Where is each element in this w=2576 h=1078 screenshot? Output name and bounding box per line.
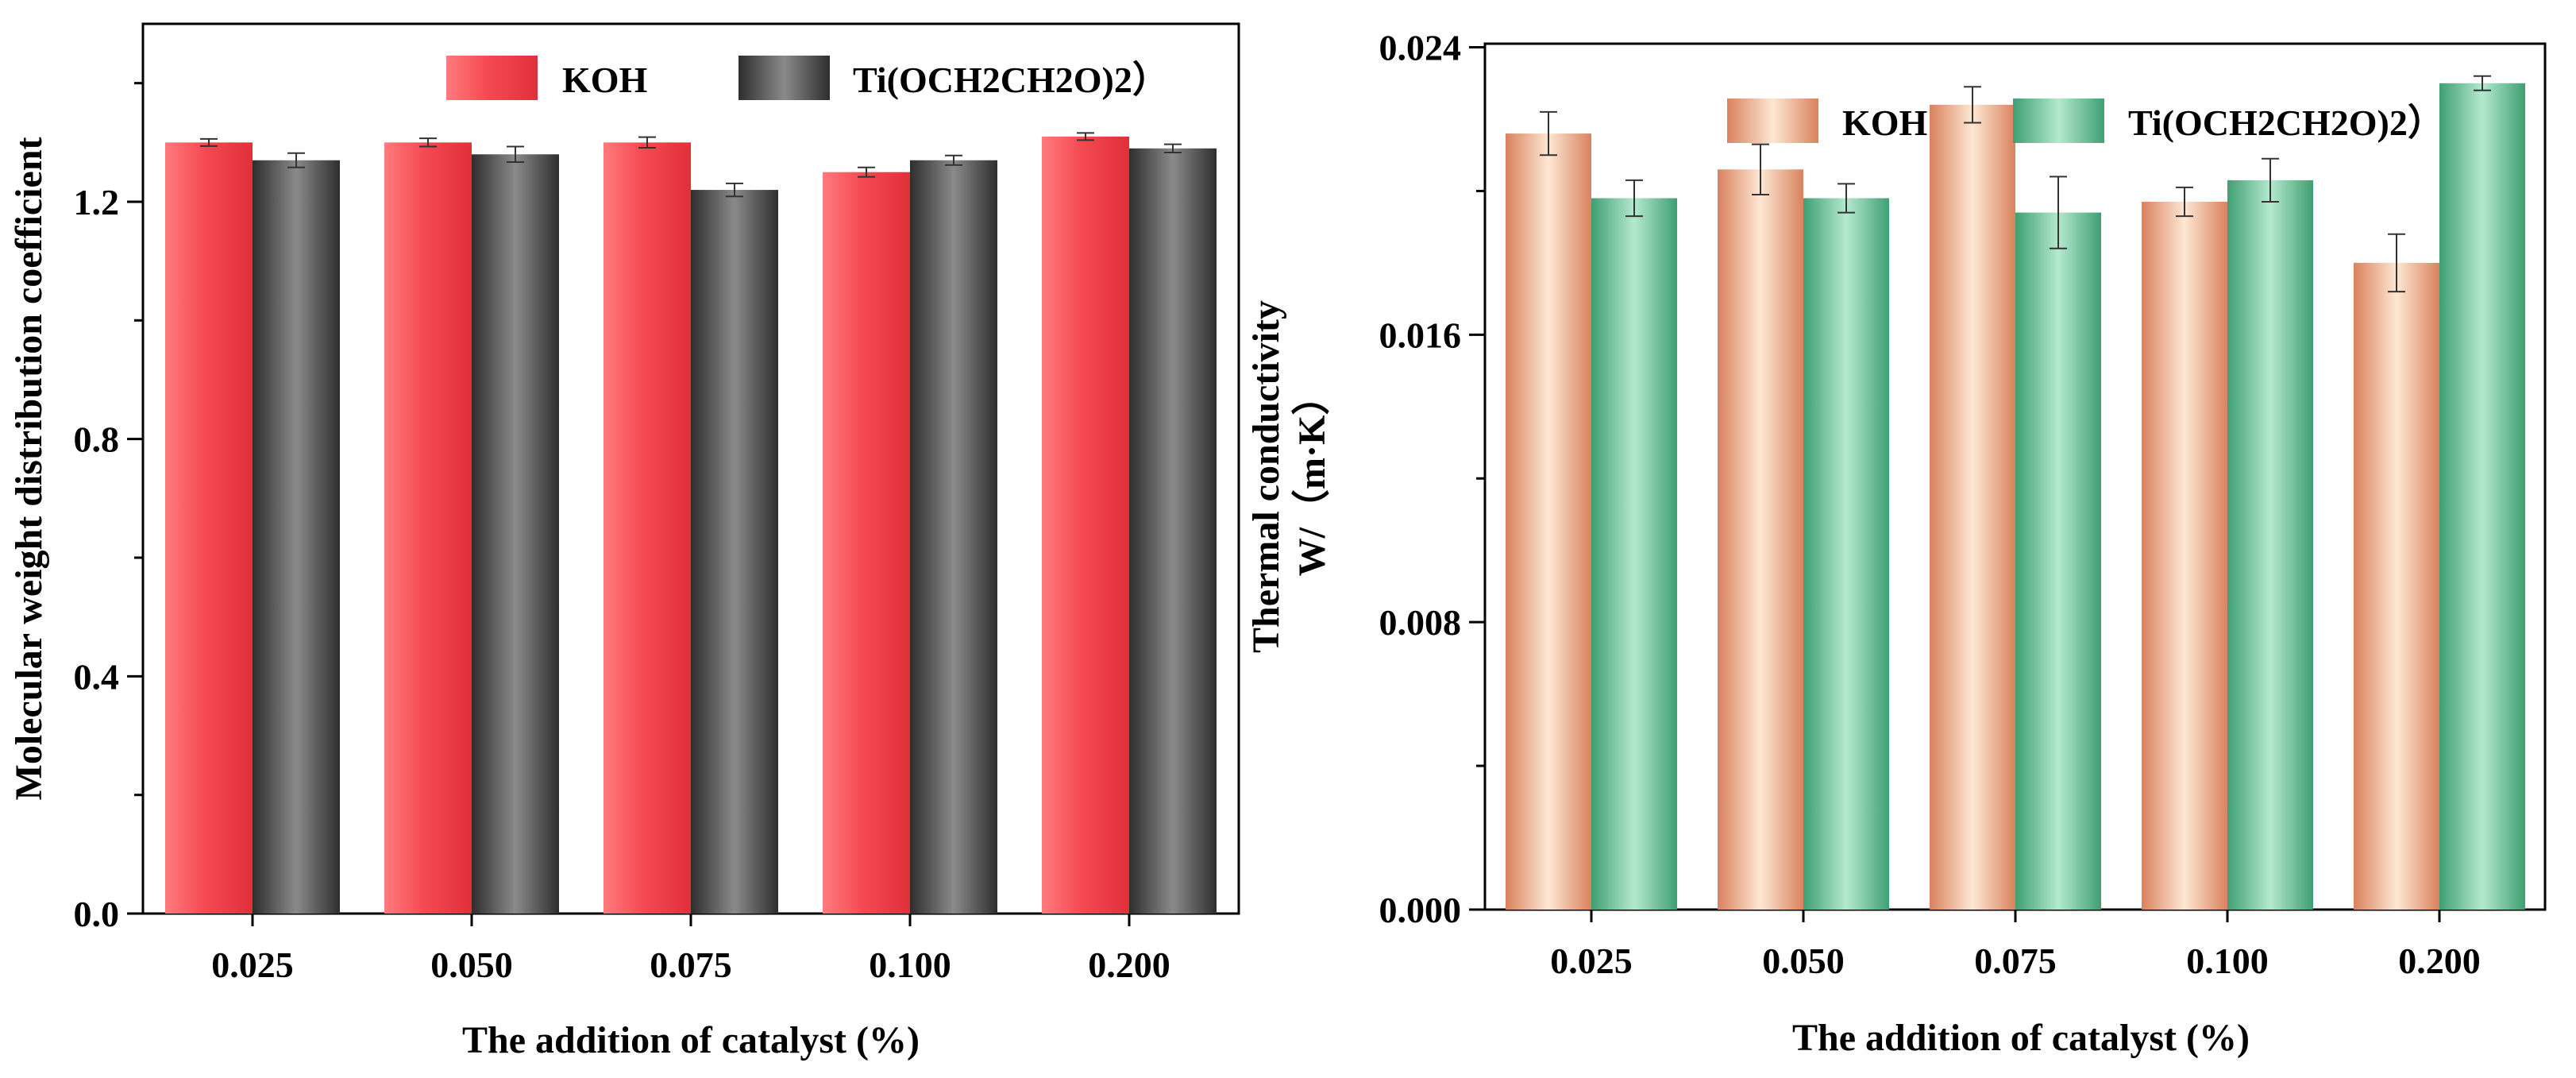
bar-green-0.100 [2227,180,2313,910]
legend-label-koh: KOH [562,60,648,100]
y-tick-label: 0.0 [74,894,120,934]
x-tick-label: 0.075 [1974,941,2057,981]
bar-red-0.200 [1042,136,1129,914]
bar-peach-0.075 [1930,104,2015,910]
bar-green-0.075 [2015,212,2101,910]
molecular-weight-chart: 0.025 0.050 0.075 0.100 0.200 0.0 0.4 0.8 1.2 KO… [8,22,1240,1061]
bar-gray-0.075 [691,190,778,914]
legend-label-koh: KOH [1842,102,1928,143]
bars-group [165,132,1217,914]
y-tick-label: 0.4 [74,656,120,697]
legend-swatch-ti [738,56,830,100]
bar-peach-0.200 [2354,262,2439,910]
y-tick-label: 1.2 [74,182,120,222]
y-tick-label: 0.8 [74,419,120,460]
x-tick-label: 0.025 [211,945,294,985]
legend-label-ti: Ti(OCH2CH2O)2） [853,60,1169,100]
bar-green-0.050 [1803,198,1889,910]
thermal-conductivity-chart: 0.025 0.050 0.075 0.100 0.200 0.000 0.008 0.016… [1245,28,2547,1059]
x-axis-title: The addition of catalyst (%) [1792,1017,2250,1059]
x-tick-label: 0.050 [430,945,513,985]
y-axis-title: Thermal conductivity [1245,300,1287,653]
bars-group [1506,75,2525,910]
x-tick-label: 0.100 [2186,941,2269,981]
axes-group: 0.025 0.050 0.075 0.100 0.200 0.000 0.008 0.016… [1379,28,2481,981]
bar-red-0.100 [823,172,910,914]
legend-swatch-koh [446,56,538,100]
bar-gray-0.050 [472,154,559,914]
x-axis-title: The addition of catalyst (%) [462,1019,920,1061]
y-axis-title: Molecular weight distribution coefficien… [8,137,50,800]
legend-label-ti: Ti(OCH2CH2O)2） [2128,102,2444,143]
legend: KOH Ti(OCH2CH2O)2） [1727,99,2444,143]
bar-peach-0.050 [1718,169,1803,910]
bar-green-0.025 [1591,198,1677,910]
x-tick-label: 0.075 [650,945,732,985]
bar-peach-0.100 [2142,202,2227,910]
legend-swatch-koh [1727,99,1818,143]
y-tick-label: 0.008 [1379,602,1462,643]
legend: KOH Ti(OCH2CH2O)2） [446,56,1169,100]
legend-swatch-ti [2013,99,2104,143]
x-tick-label: 0.050 [1762,941,1845,981]
x-tick-label: 0.100 [869,945,951,985]
x-tick-label: 0.200 [2398,941,2481,981]
x-tick-label: 0.200 [1088,945,1170,985]
axes-group: 0.025 0.050 0.075 0.100 0.200 0.0 0.4 0.8 1.2 [74,82,1170,985]
bar-gray-0.025 [253,160,340,914]
bar-red-0.050 [384,142,472,914]
bar-gray-0.100 [910,160,997,914]
y-tick-label: 0.024 [1379,28,1462,68]
bar-red-0.075 [604,142,691,914]
bar-red-0.025 [165,142,253,914]
y-tick-label: 0.000 [1379,890,1462,930]
bar-peach-0.025 [1506,133,1591,910]
y-tick-label: 0.016 [1379,315,1462,355]
bar-green-0.200 [2439,83,2525,910]
y-axis-unit: W/（m·K） [1291,377,1333,577]
bar-gray-0.200 [1129,148,1217,914]
x-tick-label: 0.025 [1550,941,1633,981]
